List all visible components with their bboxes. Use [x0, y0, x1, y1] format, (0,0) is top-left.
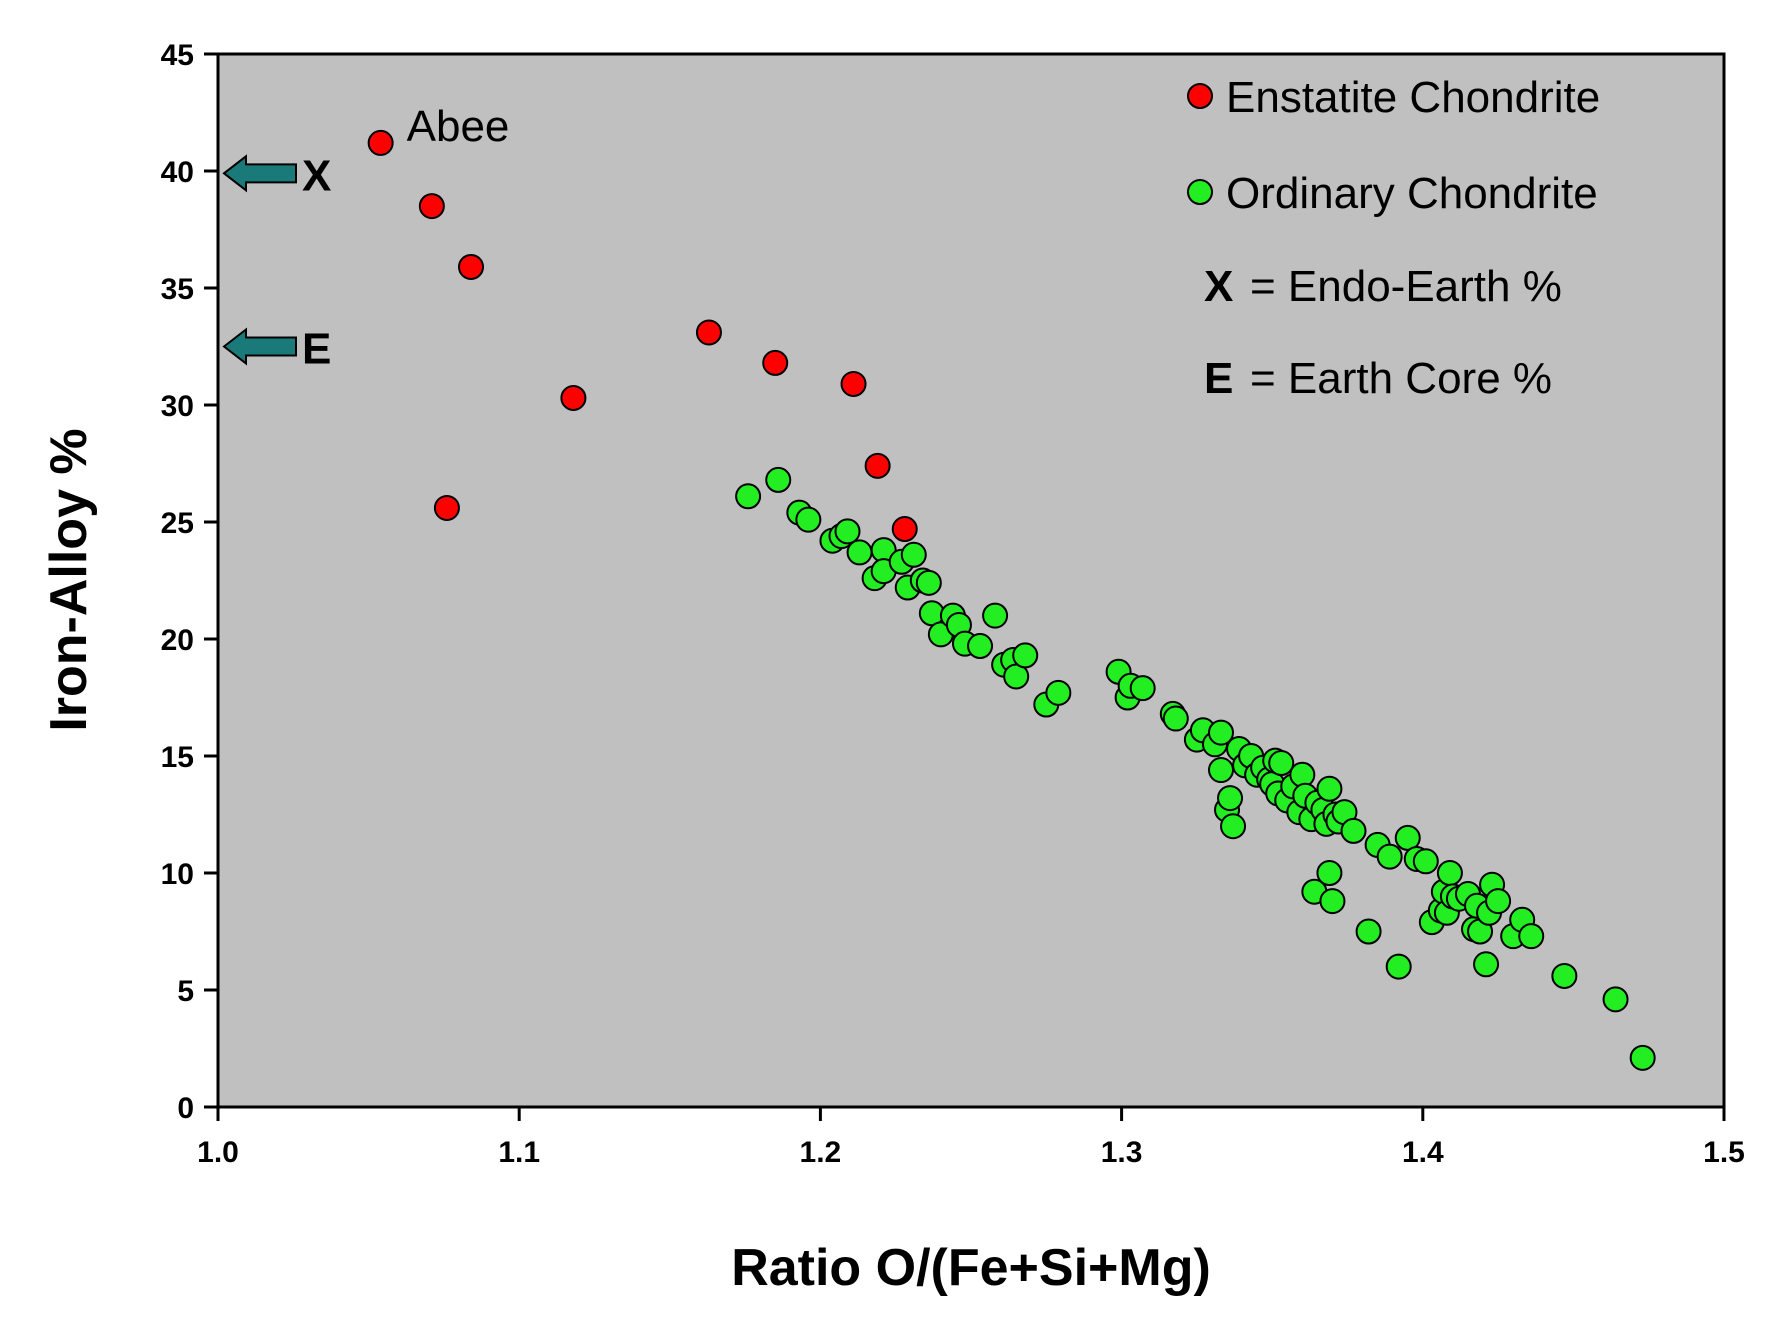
- ordinary-chondrite-point: [1220, 813, 1247, 840]
- x-tick-label: 1.2: [800, 1136, 842, 1169]
- enstatite-chondrite-point: [695, 319, 722, 346]
- ordinary-chondrite-point: [1412, 848, 1439, 875]
- x-tick-label: 1.5: [1703, 1136, 1745, 1169]
- ordinary-chondrite-point: [967, 633, 994, 660]
- enstatite-chondrite-point: [891, 516, 918, 543]
- y-tick-label: 0: [177, 1092, 194, 1125]
- ordinary-chondrite-point: [1207, 719, 1234, 746]
- ordinary-chondrite-point: [795, 506, 822, 533]
- ordinary-chondrite-point: [1316, 775, 1343, 802]
- enstatite-chondrite-point: [864, 452, 891, 479]
- annotations: Abee X E: [222, 102, 510, 374]
- ordinary-chondrite-point: [1319, 888, 1346, 915]
- ordinary-chondrite-point: [1436, 860, 1463, 886]
- ordinary-chondrite-point: [900, 541, 927, 568]
- ordinary-chondrite-point: [982, 602, 1009, 629]
- legend-note-text: = Endo-Earth %: [1250, 262, 1562, 311]
- ordinary-chondrite-point: [846, 539, 873, 566]
- enstatite-chondrite-point: [418, 193, 445, 220]
- ordinary-chondrite-point: [1355, 918, 1382, 945]
- axis-ticks: 0 5 10 15 20 25 30 35 40 45 1.0 1.1 1.2 1.3 1.4 1.5: [161, 39, 1745, 1169]
- enstatite-chondrite-point: [840, 370, 867, 397]
- ordinary-chondrite-point: [1268, 750, 1295, 777]
- legend-label: Enstatite Chondrite: [1226, 73, 1600, 122]
- y-tick-label: 45: [161, 39, 194, 72]
- y-tick-label: 10: [161, 858, 194, 891]
- x-tick-label: 1.3: [1101, 1136, 1143, 1169]
- legend-note-symbol: E: [1204, 354, 1233, 403]
- ordinary-chondrite-point: [1012, 642, 1039, 669]
- ordinary-chondrite-point: [1485, 888, 1512, 915]
- ordinary-chondrite-point: [1207, 757, 1234, 784]
- x-tick-label: 1.4: [1402, 1136, 1444, 1169]
- arrow-marker-label: E: [302, 325, 331, 374]
- x-tick-label: 1.1: [498, 1136, 540, 1169]
- legend-label: Ordinary Chondrite: [1226, 169, 1598, 218]
- ordinary-chondrite-point: [1473, 951, 1500, 978]
- ordinary-chondrite-point: [1162, 705, 1189, 732]
- ordinary-chondrite-point: [765, 466, 792, 493]
- x-tick-label: 1.0: [197, 1136, 239, 1169]
- ordinary-chondrite-point: [1045, 679, 1072, 706]
- y-tick-label: 5: [177, 975, 194, 1008]
- legend-note-symbol: X: [1204, 262, 1233, 311]
- ordinary-chondrite-point: [1340, 817, 1367, 844]
- ordinary-chondrite-point: [915, 569, 942, 596]
- y-tick-label: 40: [161, 156, 194, 189]
- ordinary-chondrite-point: [834, 518, 861, 545]
- y-tick-label: 20: [161, 624, 194, 657]
- y-tick-label: 15: [161, 741, 194, 774]
- y-tick-label: 35: [161, 273, 194, 306]
- ordinary-chondrite-point: [735, 483, 762, 510]
- ordinary-chondrite-point: [1376, 843, 1403, 870]
- legend-marker: [1187, 179, 1213, 205]
- enstatite-chondrite-point: [560, 384, 587, 411]
- x-axis-title: Ratio O/(Fe+Si+Mg): [731, 1239, 1211, 1297]
- ordinary-chondrite-point: [1518, 923, 1545, 950]
- ordinary-chondrite-point: [1551, 962, 1578, 989]
- enstatite-chondrite-point: [458, 253, 485, 280]
- ordinary-chondrite-point: [1629, 1044, 1656, 1071]
- legend-note-text: = Earth Core %: [1250, 354, 1552, 403]
- y-tick-label: 25: [161, 507, 194, 540]
- y-tick-label: 30: [161, 390, 194, 423]
- arrow-marker-x: [222, 154, 297, 193]
- ordinary-chondrite-point: [1129, 675, 1156, 702]
- annotation-label: Abee: [407, 102, 510, 151]
- ordinary-chondrite-point: [1316, 860, 1343, 886]
- data-points: [367, 129, 1656, 1071]
- legend-marker: [1187, 83, 1213, 109]
- ordinary-chondrite-point: [1385, 953, 1412, 980]
- ordinary-chondrite-point: [1602, 986, 1629, 1013]
- enstatite-chondrite-point: [433, 494, 460, 521]
- arrow-marker-label: X: [302, 151, 331, 200]
- enstatite-chondrite-point: [762, 349, 789, 376]
- ordinary-chondrite-point: [1289, 761, 1316, 788]
- legend: Enstatite Chondrite Ordinary Chondrite X = …: [1187, 73, 1600, 403]
- enstatite-chondrite-point: [367, 129, 394, 156]
- y-axis-title: Iron-Alloy %: [40, 428, 98, 731]
- ordinary-chondrite-point: [1217, 785, 1244, 812]
- arrow-marker-e: [222, 327, 297, 366]
